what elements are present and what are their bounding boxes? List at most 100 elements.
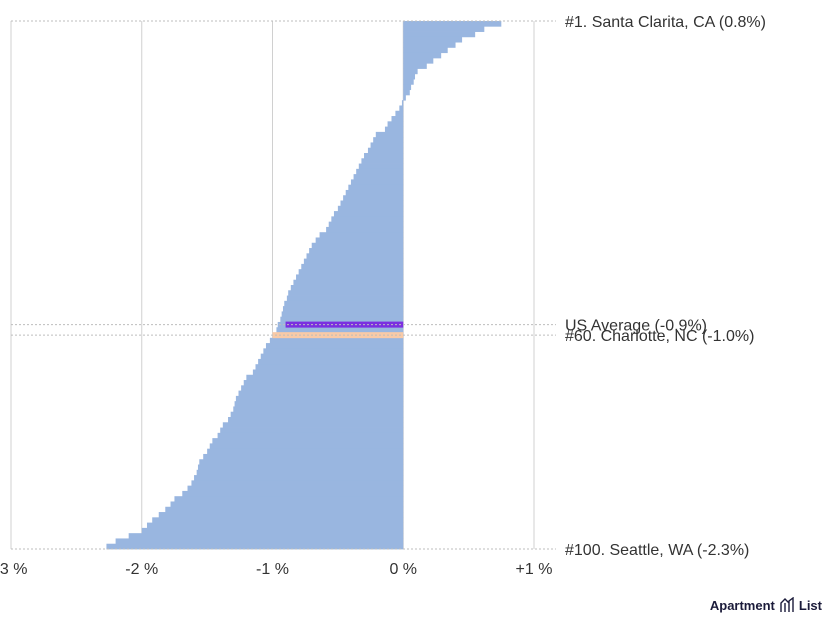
bar (269, 337, 404, 344)
bar (255, 364, 404, 370)
bar (265, 343, 404, 349)
bar (290, 285, 404, 291)
bar (403, 57, 434, 64)
bar (306, 253, 404, 259)
bar (403, 68, 418, 75)
bar (187, 485, 404, 492)
bar (319, 232, 404, 238)
bar (284, 300, 404, 307)
bar (403, 84, 412, 91)
bar (373, 137, 404, 143)
bar (263, 348, 404, 355)
bar (196, 469, 404, 476)
bars (106, 21, 502, 550)
bar (391, 116, 404, 122)
bar (220, 427, 404, 434)
bar (234, 401, 404, 407)
bar (367, 147, 404, 154)
bar (246, 374, 404, 381)
bar (301, 263, 404, 270)
bar (286, 295, 404, 302)
bar (403, 63, 427, 69)
bar (403, 89, 410, 96)
bar (115, 538, 404, 545)
bar (403, 94, 406, 101)
bar (296, 274, 404, 281)
bar (403, 52, 442, 59)
bar (191, 480, 404, 487)
brand-logo: Apartment List (710, 597, 822, 613)
annotation-label: #60. Charlotte, NC (-1.0%) (565, 328, 754, 345)
brand-name-right: List (798, 597, 822, 613)
bar (233, 406, 404, 413)
bar (358, 163, 404, 170)
annotation-label: #100. Seattle, WA (-2.3%) (565, 542, 749, 559)
bar (315, 237, 404, 244)
bar (384, 126, 404, 133)
bar (252, 369, 404, 376)
bar (165, 506, 404, 513)
bar (364, 153, 404, 159)
bar (370, 142, 404, 149)
bar (238, 390, 404, 397)
bar (345, 189, 404, 196)
bar (203, 453, 404, 460)
brand-name-left: Apartment (709, 597, 775, 613)
bar (182, 490, 404, 497)
bar (158, 512, 404, 518)
bar (348, 184, 404, 191)
x-tick-label: 0 % (389, 561, 417, 578)
bar (331, 216, 404, 223)
bar (194, 475, 404, 481)
bar (309, 248, 404, 254)
bar (333, 211, 404, 217)
bar (303, 258, 404, 265)
bar (356, 168, 404, 175)
bar (212, 438, 404, 444)
bar (403, 47, 448, 54)
x-tick-label: +1 % (516, 561, 553, 578)
x-tick-label: -2 % (125, 561, 158, 578)
bar (222, 422, 404, 428)
bar (395, 110, 404, 117)
building-icon (780, 597, 794, 612)
bar (197, 464, 404, 471)
bar (399, 105, 404, 112)
bar (387, 121, 404, 127)
bar (217, 432, 404, 439)
bar (353, 174, 404, 180)
bar (141, 527, 404, 534)
bar (403, 26, 485, 32)
bar (258, 358, 404, 365)
bar (293, 279, 404, 286)
bar (106, 543, 404, 550)
bar (282, 306, 404, 312)
bar (403, 79, 414, 85)
bar (401, 100, 404, 106)
bar (207, 448, 404, 455)
bar (350, 179, 404, 186)
bar (235, 395, 404, 402)
bar (209, 443, 404, 450)
bar (243, 380, 404, 386)
x-tick-label: -3 % (0, 561, 27, 578)
bar (298, 269, 404, 275)
bar (199, 459, 404, 465)
annotation-label: #1. Santa Clarita, CA (0.8%) (565, 14, 766, 31)
bar (228, 417, 404, 423)
bar (311, 242, 404, 249)
bar (260, 353, 404, 360)
bar (361, 158, 404, 164)
bar (174, 496, 404, 502)
bar (146, 522, 404, 529)
bar (152, 517, 404, 523)
highlight-bar (272, 332, 404, 339)
bar (326, 226, 404, 233)
annotation-label: US Average (-0.9%) (565, 318, 707, 335)
bar (375, 131, 404, 138)
bar (276, 327, 404, 333)
bar (343, 195, 404, 201)
bar (241, 385, 404, 391)
bar (280, 316, 404, 323)
